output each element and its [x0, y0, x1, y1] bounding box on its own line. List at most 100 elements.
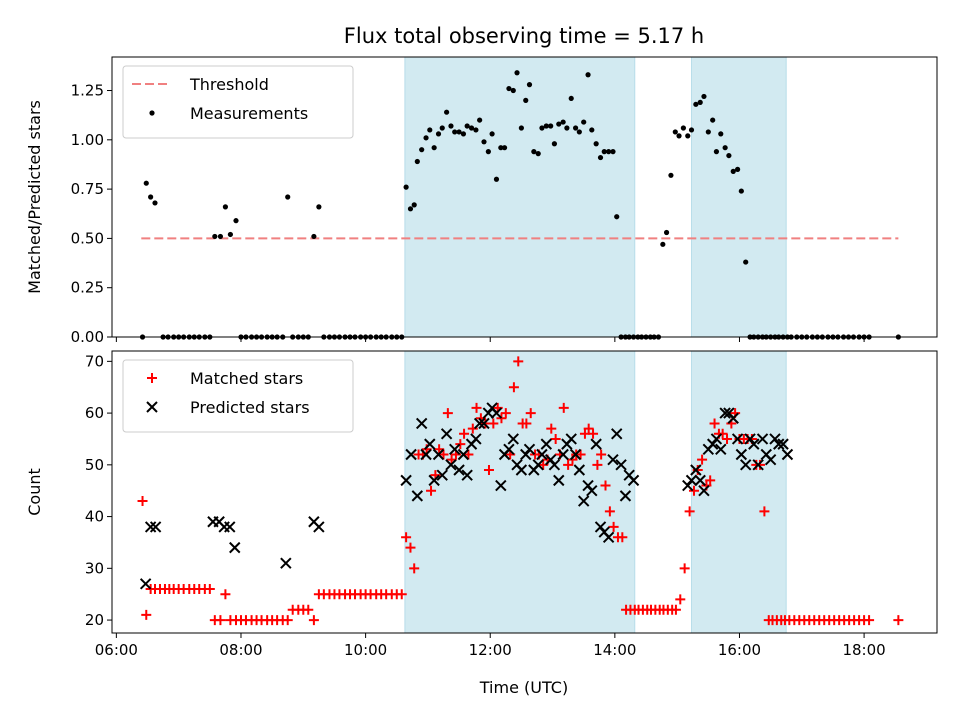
y-tick-label: 0.50 — [71, 229, 104, 247]
legend-box — [122, 65, 354, 139]
data-point — [769, 433, 781, 445]
data-point — [282, 615, 293, 626]
data-point — [608, 521, 619, 532]
data-point — [489, 131, 495, 137]
count-y-ticks: 20 30 40 50 60 70 — [85, 352, 112, 629]
data-point — [705, 129, 711, 135]
data-point — [543, 123, 549, 129]
x-tick-label: 06:00 — [95, 641, 138, 659]
data-point — [553, 474, 565, 487]
data-point — [589, 127, 595, 133]
data-point — [467, 423, 478, 434]
data-point — [564, 125, 570, 131]
y-tick-label: 50 — [85, 456, 104, 474]
data-point — [525, 408, 536, 419]
data-point — [460, 131, 467, 137]
data-point — [573, 464, 586, 476]
data-point — [701, 93, 707, 100]
data-point — [428, 474, 440, 487]
x-tick-label: 14:00 — [593, 641, 636, 659]
data-point — [485, 149, 491, 155]
data-point — [400, 474, 412, 487]
data-point — [303, 604, 314, 615]
data-point — [137, 496, 148, 507]
shaded-intervals — [404, 56, 787, 338]
data-point — [501, 145, 508, 151]
y-tick-label: 30 — [85, 559, 104, 577]
data-point — [719, 407, 731, 419]
data-point — [490, 407, 503, 419]
data-point — [697, 99, 703, 105]
data-point — [722, 433, 733, 444]
data-point — [143, 180, 149, 186]
data-point — [439, 125, 445, 131]
data-point — [577, 495, 590, 507]
data-point — [523, 97, 529, 103]
data-point — [496, 413, 507, 424]
data-point — [510, 87, 516, 94]
shaded-interval — [690, 350, 787, 634]
data-point — [411, 490, 424, 502]
data-point — [431, 145, 437, 151]
data-point — [456, 129, 462, 135]
data-point — [139, 578, 152, 590]
x-tick-label: 12:00 — [469, 641, 512, 659]
data-point — [461, 469, 473, 481]
data-point — [438, 449, 449, 460]
data-point — [222, 204, 229, 210]
data-point — [777, 438, 789, 450]
data-point — [688, 485, 699, 496]
y-tick-label: 1.25 — [71, 82, 104, 100]
data-point — [617, 532, 628, 543]
data-point — [672, 129, 678, 135]
data-point — [726, 152, 732, 159]
data-point — [532, 459, 544, 471]
data-point — [556, 121, 562, 127]
data-point — [607, 453, 619, 466]
data-point — [690, 464, 702, 476]
data-point — [604, 506, 615, 517]
data-point — [585, 72, 591, 78]
y-tick-label: 20 — [85, 611, 104, 629]
data-point — [515, 464, 528, 476]
data-point — [685, 133, 691, 139]
data-point — [730, 168, 736, 174]
legend-swatch — [149, 110, 155, 116]
data-point — [411, 202, 417, 208]
data-point — [414, 158, 420, 165]
data-point — [445, 459, 457, 471]
shaded-interval — [404, 350, 636, 634]
data-point — [513, 356, 524, 367]
data-point — [419, 147, 425, 153]
data-point — [676, 133, 682, 139]
y-tick-label: 0.00 — [71, 328, 104, 346]
data-point — [500, 408, 511, 419]
data-point — [731, 433, 744, 445]
data-point — [596, 449, 607, 460]
data-point — [568, 95, 574, 102]
data-point — [518, 125, 524, 131]
data-point — [540, 438, 553, 450]
data-point — [548, 123, 554, 129]
data-point — [401, 532, 412, 543]
data-point — [229, 541, 241, 554]
data-point — [558, 402, 569, 413]
data-point — [893, 615, 904, 626]
data-point — [464, 123, 470, 129]
x-tick-label: 18:00 — [842, 641, 885, 659]
count-axes-frame — [111, 350, 938, 634]
data-point — [588, 428, 599, 439]
data-point — [600, 480, 611, 491]
data-point — [565, 433, 577, 445]
legend-swatch — [147, 373, 157, 383]
data-point — [583, 423, 594, 434]
data-point — [710, 117, 716, 123]
data-point — [615, 459, 627, 471]
data-point — [463, 449, 474, 460]
data-point — [755, 459, 766, 470]
data-point — [482, 407, 495, 419]
data-point — [436, 469, 448, 481]
data-point — [752, 459, 764, 471]
data-point — [506, 85, 512, 92]
data-point — [403, 184, 409, 190]
